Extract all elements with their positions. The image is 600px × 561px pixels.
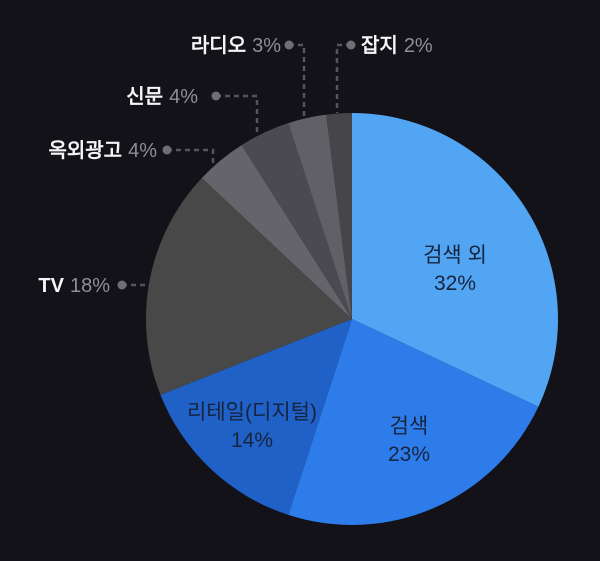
pie-slice-6 <box>288 114 352 320</box>
slice-label-0: 검색 외 32% <box>423 244 487 295</box>
slice-label-4: 옥외광고 4% <box>48 139 157 162</box>
slice-label-pct: 23% <box>388 443 430 466</box>
slice-label-1: 검색 23% <box>388 415 430 466</box>
leader-dot-3 <box>117 280 127 290</box>
slice-label-name: 잡지 <box>361 34 398 57</box>
slice-label-pct: 4% <box>169 86 198 108</box>
pie-slice-2 <box>160 319 352 515</box>
pie-slice-5 <box>241 123 352 319</box>
leader-dot-4 <box>162 145 172 155</box>
leader-dot-6 <box>284 40 294 50</box>
pie-slice-4 <box>201 145 352 319</box>
slice-label-5: 신문 4% <box>126 85 198 108</box>
slice-label-6: 라디오 3% <box>191 34 281 57</box>
leader-line-6 <box>289 43 306 119</box>
slice-label-name: 검색 <box>390 415 429 438</box>
slice-label-pct: 14% <box>231 429 273 452</box>
slice-label-pct: 4% <box>128 140 157 162</box>
slice-label-name: TV <box>38 275 64 297</box>
leader-line-7 <box>335 43 351 113</box>
slice-label-2: 리테일(디지털) 14% <box>187 401 317 452</box>
pie-slice-0 <box>352 113 558 407</box>
leader-dot-7 <box>346 40 356 50</box>
slice-label-pct: 18% <box>70 275 110 297</box>
pie-slice-3 <box>146 177 352 395</box>
slice-label-name: 신문 <box>126 85 163 108</box>
slice-label-name: 검색 외 <box>423 244 487 267</box>
slice-label-pct: 32% <box>434 272 476 295</box>
slice-label-pct: 3% <box>252 35 281 57</box>
slice-label-pct: 2% <box>404 35 433 57</box>
pie-slice-1 <box>288 319 539 526</box>
leader-line-4 <box>167 148 215 167</box>
slice-label-7: 잡지 2% <box>361 34 433 57</box>
slice-label-3: TV 18% <box>38 275 110 297</box>
slice-label-name: 라디오 <box>191 34 246 57</box>
slice-label-name: 옥외광고 <box>48 139 122 162</box>
leader-dot-5 <box>211 91 221 101</box>
slice-label-name: 리테일(디지털) <box>187 401 317 424</box>
pie-slice-7 <box>326 113 352 319</box>
leader-line-5 <box>216 94 259 136</box>
